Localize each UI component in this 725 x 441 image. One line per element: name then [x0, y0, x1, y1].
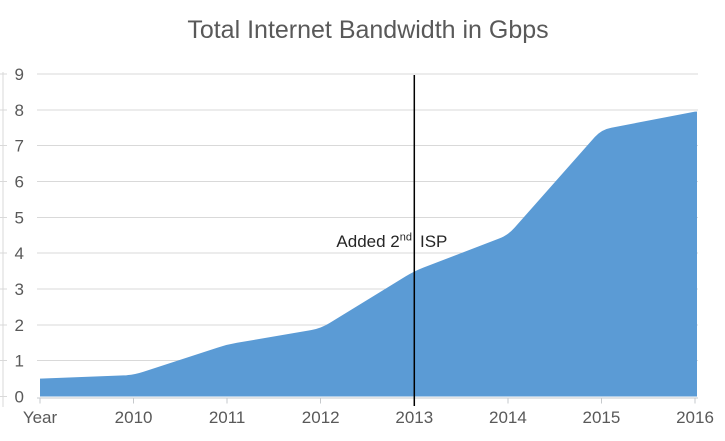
- y-axis-label: 1: [15, 352, 24, 371]
- x-axis-label: 2010: [115, 408, 153, 427]
- y-axis-label: 6: [15, 173, 24, 192]
- annotation-text-left: Added 2nd: [336, 231, 412, 252]
- chart-title: Total Internet Bandwidth in Gbps: [187, 16, 549, 44]
- area-series: [40, 111, 697, 397]
- x-axis-label: 2013: [395, 408, 433, 427]
- y-axis-label: 5: [15, 208, 24, 227]
- x-axis-label: Year: [23, 408, 58, 427]
- y-axis-label: 2: [15, 316, 24, 335]
- annotation-superscript: nd: [399, 231, 412, 244]
- x-axis-label: 2014: [489, 408, 527, 427]
- annotation-text-right: ISP: [420, 232, 448, 251]
- x-axis-label: 2011: [209, 408, 246, 427]
- x-axis-label: 2012: [302, 408, 340, 427]
- y-axis-label: 0: [15, 388, 24, 407]
- x-axis-label: 2015: [582, 408, 620, 427]
- y-axis-label: 3: [15, 280, 24, 299]
- x-axis-label: 2016: [676, 408, 714, 427]
- y-axis-label: 8: [15, 101, 24, 120]
- y-axis-label: 9: [15, 65, 24, 84]
- y-axis-label: 4: [15, 244, 24, 263]
- annotation-prefix: Added 2: [336, 232, 400, 251]
- y-axis-label: 7: [15, 137, 24, 156]
